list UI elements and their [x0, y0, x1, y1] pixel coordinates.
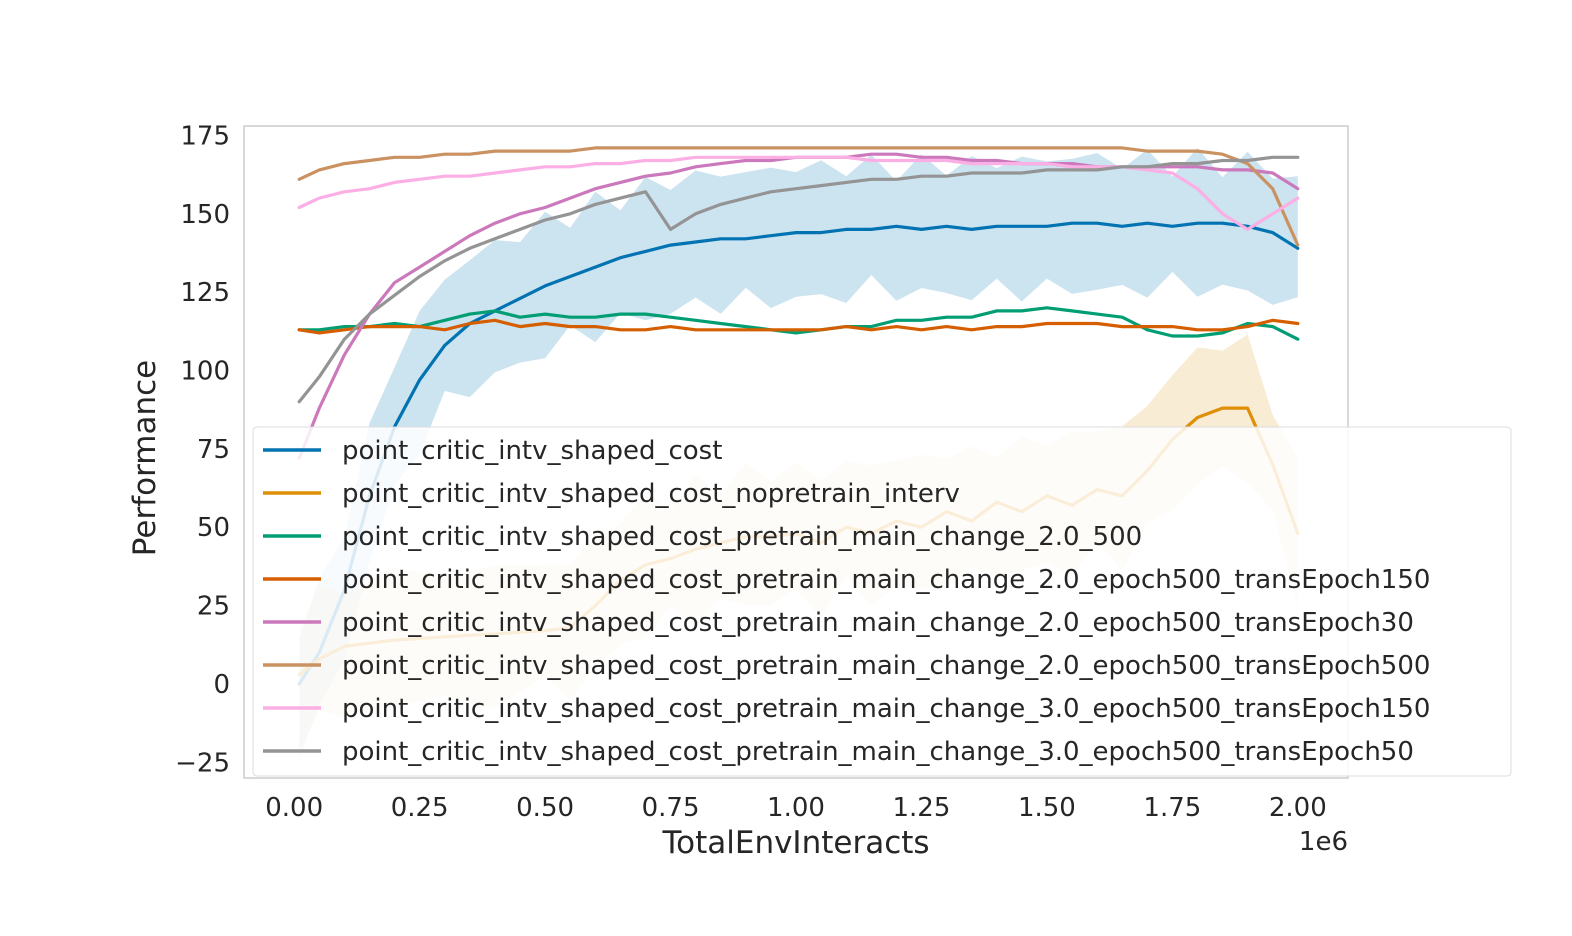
x-tick-label: 0.25	[391, 793, 449, 823]
legend-label-3: point_critic_intv_shaped_cost_pretrain_m…	[342, 565, 1430, 595]
x-tick-label: 1.50	[1018, 793, 1076, 823]
x-tick-label: 0.50	[516, 793, 574, 823]
legend-label-6: point_critic_intv_shaped_cost_pretrain_m…	[342, 694, 1430, 724]
x-tick-label: 0.00	[265, 793, 323, 823]
y-tick-label: 25	[197, 592, 230, 622]
y-tick-label: 75	[197, 435, 230, 465]
x-tick-label: 0.75	[642, 793, 700, 823]
y-axis-ticks: −25 0 25 50 75 100 125 150 175	[175, 121, 230, 778]
legend: point_critic_intv_shaped_cost point_criti…	[252, 426, 1512, 777]
legend-box	[252, 426, 1512, 777]
x-axis-ticks: 0.00 0.25 0.50 0.75 1.00 1.25 1.50 1.75 2.00	[265, 793, 1327, 823]
legend-label-1: point_critic_intv_shaped_cost_nopretrain…	[342, 479, 960, 509]
y-tick-label: 50	[197, 513, 230, 543]
y-tick-label: 100	[180, 357, 230, 387]
legend-label-0: point_critic_intv_shaped_cost	[342, 436, 722, 466]
x-tick-label: 1.75	[1143, 793, 1201, 823]
series-line-7	[297, 155, 1300, 404]
x-tick-label: 1.00	[767, 793, 825, 823]
series-line-0	[297, 221, 1300, 686]
series-line-3	[297, 318, 1300, 335]
series-line-5	[297, 146, 1300, 247]
y-tick-label: 150	[180, 200, 230, 230]
y-tick-label: −25	[175, 748, 230, 778]
legend-label-4: point_critic_intv_shaped_cost_pretrain_m…	[342, 608, 1414, 638]
y-tick-label: 0	[213, 670, 230, 700]
y-tick-label: 125	[180, 278, 230, 308]
series-line-2	[297, 306, 1300, 341]
x-tick-label: 2.00	[1269, 793, 1327, 823]
y-tick-label: 175	[180, 121, 230, 151]
series-band-0	[299, 148, 1298, 760]
x-axis-label: TotalEnvInteracts	[661, 825, 929, 861]
legend-label-5: point_critic_intv_shaped_cost_pretrain_m…	[342, 651, 1430, 681]
legend-label-2: point_critic_intv_shaped_cost_pretrain_m…	[342, 522, 1142, 552]
x-tick-label: 1.25	[893, 793, 951, 823]
legend-label-7: point_critic_intv_shaped_cost_pretrain_m…	[342, 737, 1414, 767]
x-axis-offset-label: 1e6	[1299, 827, 1348, 857]
legend-entries: point_critic_intv_shaped_cost point_criti…	[263, 436, 1430, 767]
y-axis-label: Performance	[127, 360, 163, 556]
